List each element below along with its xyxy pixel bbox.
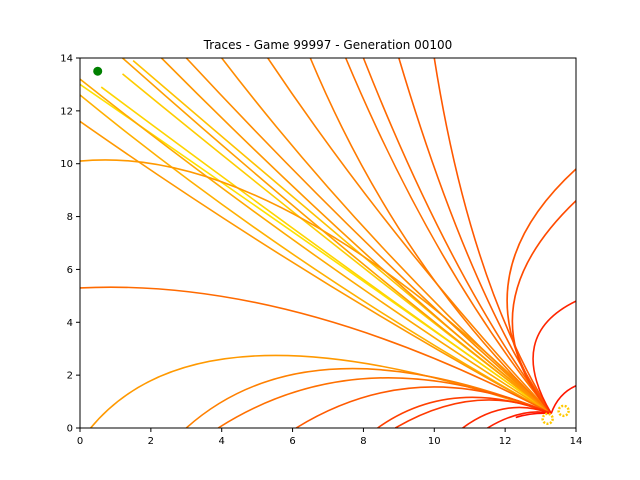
x-tick-label-7: 14	[570, 436, 583, 447]
trace-line-6	[80, 120, 552, 415]
trace-line-4	[80, 94, 552, 415]
trace-line-18	[433, 58, 552, 414]
y-tick-label-1: 2	[67, 371, 73, 382]
trace-line-31	[515, 412, 552, 419]
x-axis: 0 2 4 6 8 10 12 14	[77, 428, 583, 447]
trace-line-12	[221, 58, 552, 415]
axes-frame	[79, 57, 577, 429]
y-tick-label-0: 0	[67, 424, 73, 435]
trace-line-16	[362, 58, 552, 414]
y-tick-label-4: 8	[67, 212, 73, 223]
y-axis: 0 2 4 6 8 10 12 14	[60, 54, 80, 435]
target-marker	[93, 66, 103, 76]
x-tick-label-6: 12	[499, 436, 512, 447]
x-tick-label-4: 8	[360, 436, 366, 447]
y-tick-label-3: 6	[67, 265, 73, 276]
y-tick-label-6: 12	[60, 106, 73, 117]
y-tick-label-2: 4	[67, 318, 73, 329]
trace-line-5	[80, 78, 552, 415]
y-tick-label-5: 10	[60, 159, 73, 170]
trace-line-29	[532, 300, 576, 414]
trace-line-22	[295, 386, 552, 428]
trace-line-1	[100, 86, 552, 415]
trace-line-24	[394, 399, 552, 428]
x-tick-label-0: 0	[77, 436, 83, 447]
x-tick-label-3: 6	[289, 436, 295, 447]
trace-line-11	[185, 58, 552, 415]
x-tick-label-2: 4	[219, 436, 225, 447]
trace-line-13	[267, 58, 552, 415]
trace-line-30	[550, 384, 576, 414]
origin-marker-1	[557, 404, 570, 418]
trace-line-28	[511, 200, 576, 414]
origin-marker-0	[541, 412, 554, 425]
plot-area	[80, 58, 576, 428]
trace-line-14	[309, 58, 552, 415]
x-tick-label-1: 2	[148, 436, 154, 447]
trace-line-10	[160, 58, 552, 415]
markers	[93, 66, 570, 425]
x-tick-label-5: 10	[428, 436, 441, 447]
chart-title: Traces - Game 99997 - Generation 00100	[203, 38, 453, 52]
trace-line-9	[121, 58, 552, 415]
trace-line-15	[344, 58, 552, 414]
trace-line-27	[506, 168, 576, 414]
trace-line-25	[462, 406, 552, 428]
y-tick-label-7: 14	[60, 54, 73, 65]
trace-line-8	[80, 286, 552, 415]
trace-lines	[80, 58, 576, 428]
